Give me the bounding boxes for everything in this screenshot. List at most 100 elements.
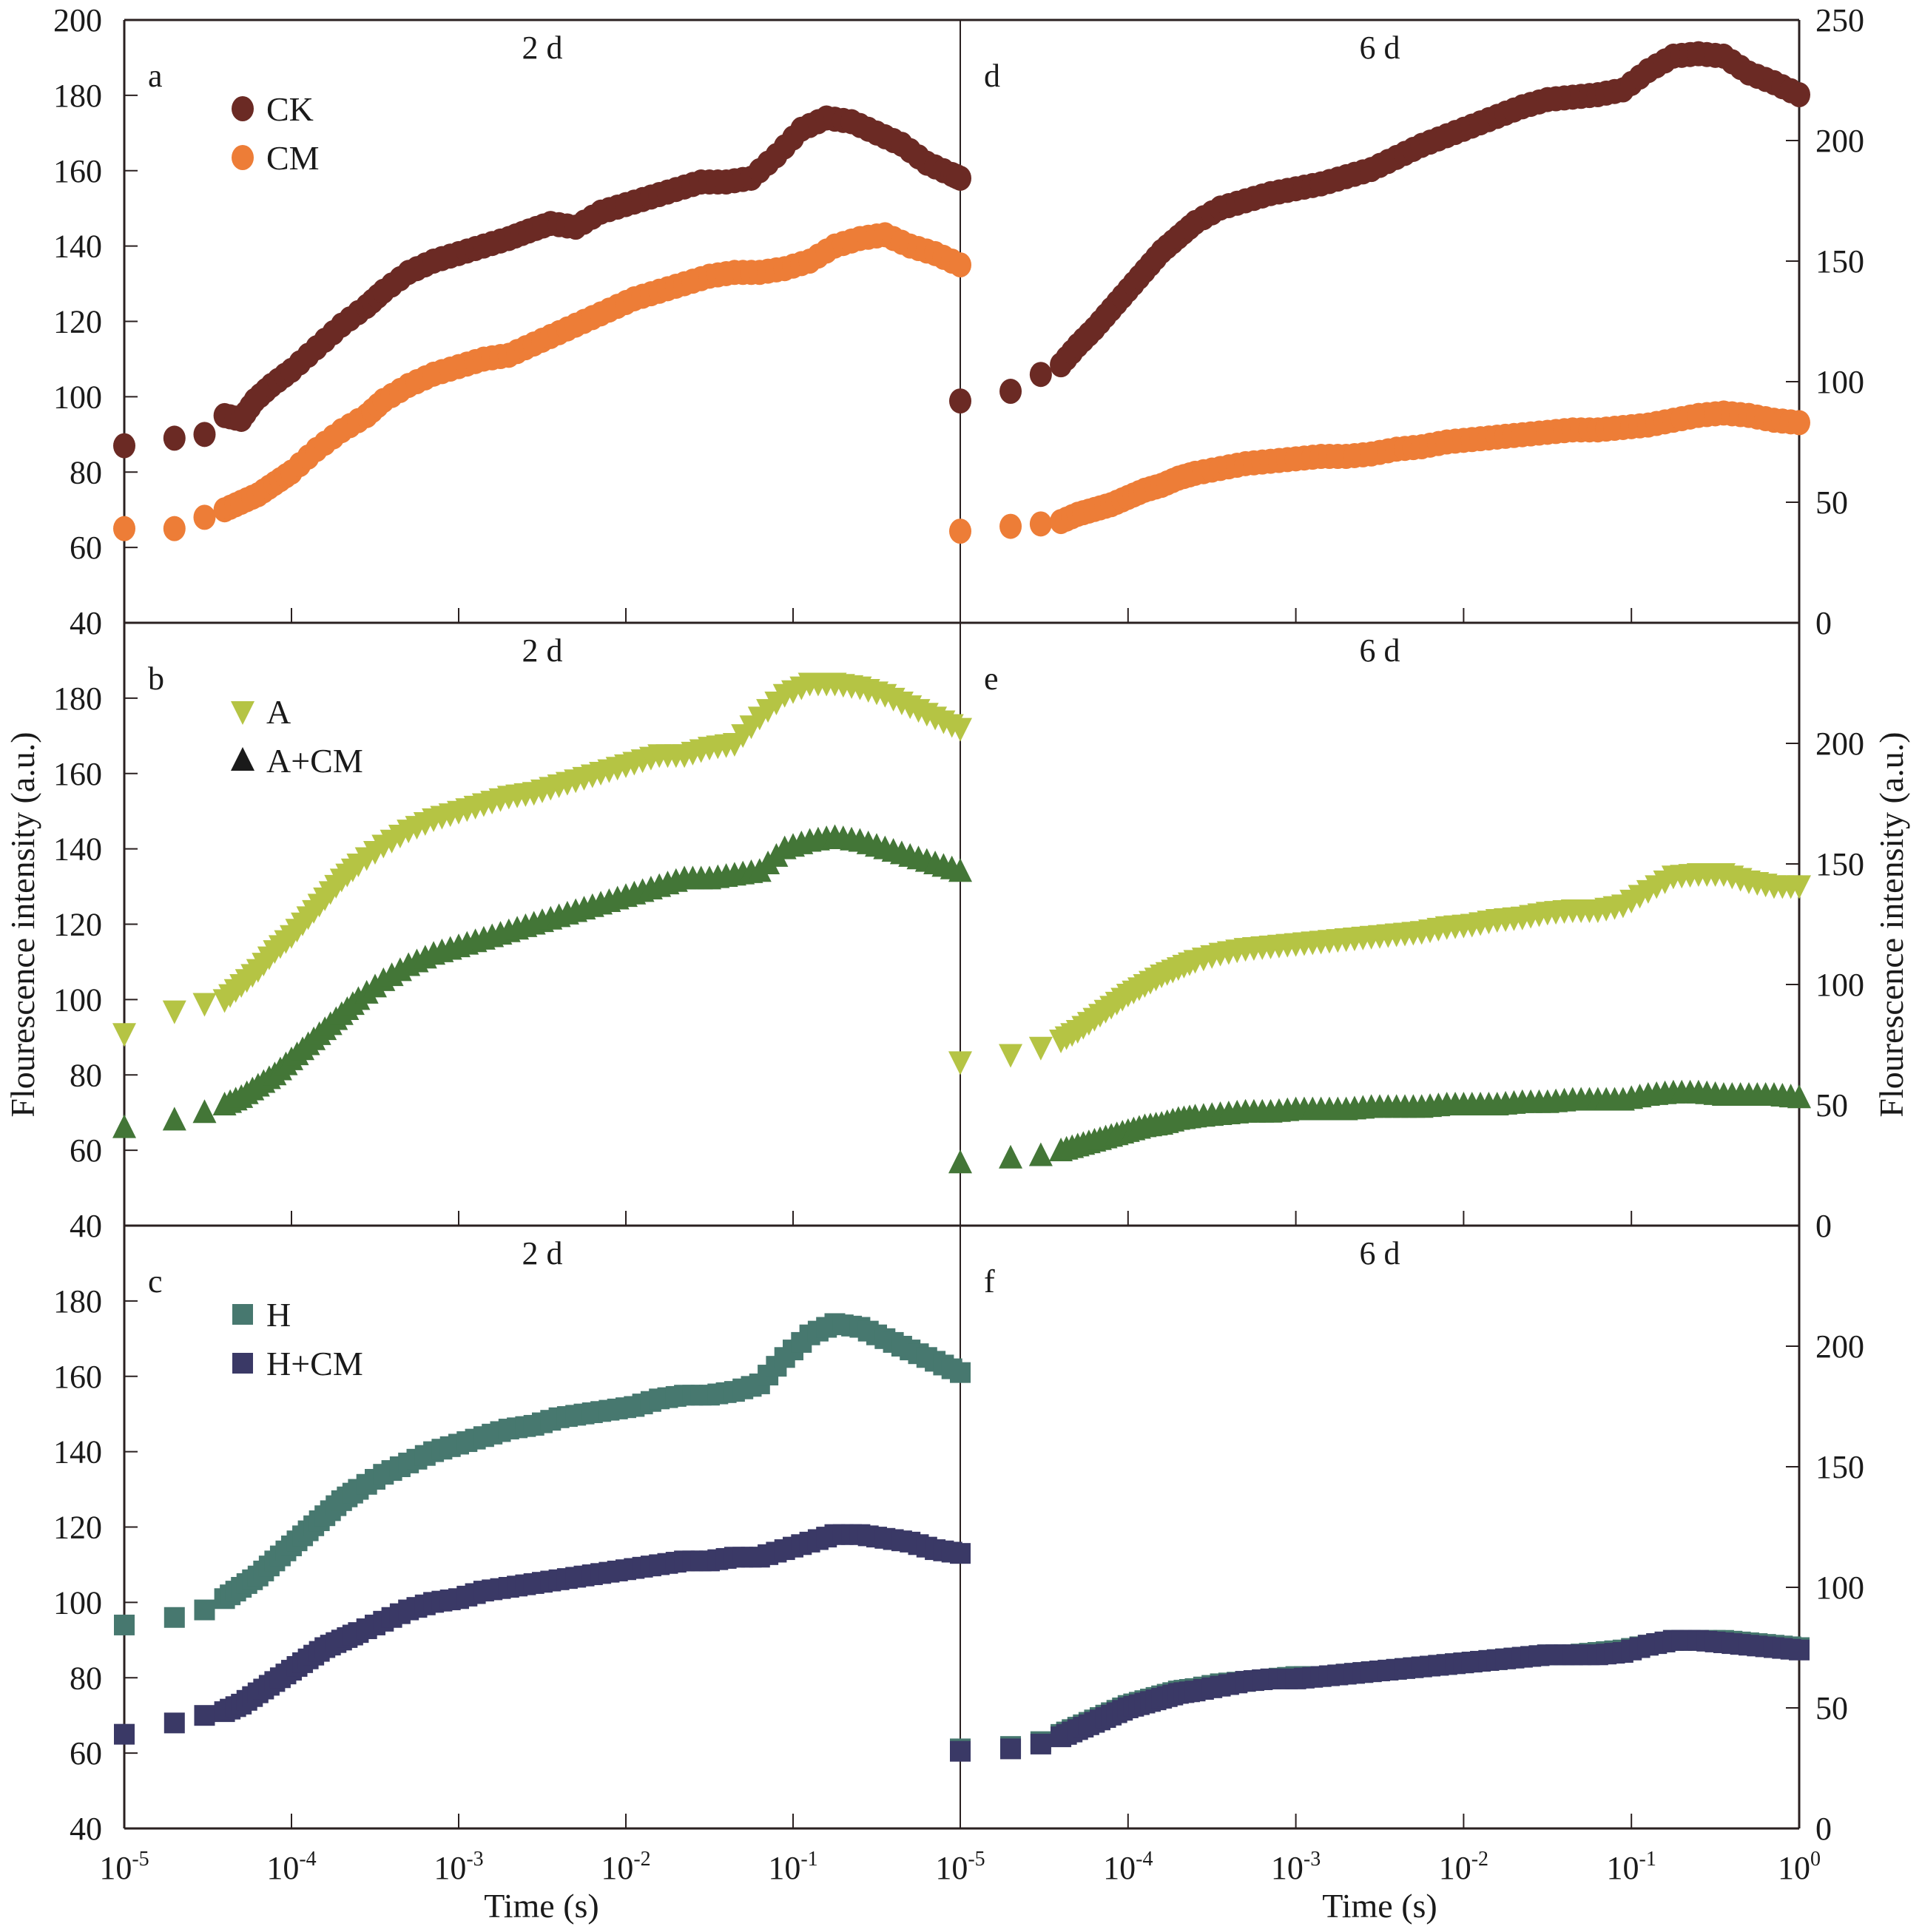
data-point xyxy=(163,516,186,541)
data-point xyxy=(999,1044,1023,1068)
legend-label: A xyxy=(266,693,291,731)
data-point xyxy=(194,1705,215,1726)
data-point xyxy=(192,993,217,1017)
x-axis-title-left: Time (s) xyxy=(484,1887,599,1925)
x-tick-label: 10-2 xyxy=(601,1848,650,1886)
y-tick-label-right: 50 xyxy=(1815,1087,1848,1124)
legend-marker-a xyxy=(231,701,254,725)
x-tick-label: 10-3 xyxy=(434,1848,483,1886)
y-tick-label-left: 60 xyxy=(70,1132,102,1169)
y-tick-label-right: 200 xyxy=(1815,726,1864,762)
data-markers xyxy=(112,41,1811,1762)
data-point xyxy=(950,1543,971,1564)
text-labels: 10-5 10-4 10-3 10-2 10-1 10-5 10-4 10-3 10-2 10-1… xyxy=(53,2,1864,1886)
legend-label: CM xyxy=(266,139,320,177)
data-point xyxy=(114,1723,135,1745)
y-tick-label-left: 100 xyxy=(53,379,102,415)
y-axis-title-right: Flourescence intensity (a.u.) xyxy=(1872,732,1910,1117)
series-a xyxy=(112,672,972,1047)
panel-c xyxy=(114,1313,971,1745)
x-tick-label-base: 10 xyxy=(99,1850,132,1886)
x-tick-label-exponent: -5 xyxy=(132,1848,149,1871)
legend-label: H+CM xyxy=(266,1345,363,1382)
y-tick-label-right: 200 xyxy=(1815,1328,1864,1365)
data-point xyxy=(948,717,972,742)
y-tick-label-left: 200 xyxy=(53,2,102,38)
data-point xyxy=(999,1144,1023,1169)
data-point xyxy=(114,1614,135,1635)
y-tick-label-left: 160 xyxy=(53,153,102,189)
data-point xyxy=(1789,1639,1810,1661)
y-tick-label-left: 120 xyxy=(53,1510,102,1546)
data-point xyxy=(163,425,186,451)
x-tick-label-base: 10 xyxy=(1607,1850,1639,1886)
x-tick-label-base: 10 xyxy=(768,1850,800,1886)
panel-letter-a: a xyxy=(148,58,163,94)
y-tick-label-left: 80 xyxy=(70,454,102,490)
legend-label: CK xyxy=(266,90,314,128)
data-point xyxy=(1029,511,1052,537)
y-tick-label-left: 160 xyxy=(53,756,102,792)
y-tick-label-left: 160 xyxy=(53,1359,102,1395)
y-tick-label-left: 180 xyxy=(53,680,102,717)
data-point xyxy=(950,1740,971,1762)
y-tick-label-right: 150 xyxy=(1815,1449,1864,1485)
series-cm xyxy=(949,400,1810,544)
data-point xyxy=(112,1023,136,1047)
panel-letter-d: d xyxy=(984,58,1000,94)
x-tick-label-exponent: 0 xyxy=(1810,1848,1821,1871)
panel-title-a: 2 d xyxy=(522,30,563,66)
x-tick-label-base: 10 xyxy=(1103,1850,1136,1886)
x-tick-label-base: 10 xyxy=(1271,1850,1304,1886)
data-point xyxy=(1030,1733,1051,1754)
y-tick-label-left: 180 xyxy=(53,78,102,114)
series-a-plus-cm xyxy=(112,824,972,1138)
y-tick-label-left: 180 xyxy=(53,1283,102,1320)
x-tick-label: 10-5 xyxy=(99,1848,149,1886)
y-tick-label-right: 0 xyxy=(1815,1208,1832,1244)
x-tick-label-exponent: -1 xyxy=(1639,1848,1656,1871)
data-point xyxy=(949,388,971,414)
series-h-plus-cm xyxy=(114,1524,971,1745)
data-point xyxy=(162,1000,186,1024)
panel-f xyxy=(950,1629,1810,1762)
y-tick-label-right: 0 xyxy=(1815,1811,1832,1847)
panel-title-c: 2 d xyxy=(522,1235,563,1271)
y-tick-label-left: 40 xyxy=(70,1811,102,1847)
data-point xyxy=(162,1107,186,1131)
x-tick-label: 10-1 xyxy=(1607,1848,1656,1886)
y-tick-label-left: 100 xyxy=(53,1584,102,1621)
data-point xyxy=(193,422,216,447)
x-tick-label-exponent: -3 xyxy=(466,1848,483,1871)
x-tick-label-base: 10 xyxy=(266,1850,299,1886)
data-point xyxy=(113,433,135,459)
data-point xyxy=(999,379,1022,405)
data-point xyxy=(1029,362,1052,388)
legend-marker-h-plus-cm xyxy=(232,1353,253,1374)
series-a-plus-cm xyxy=(948,1079,1811,1174)
legend-marker-cm xyxy=(232,145,254,170)
panel-d xyxy=(949,41,1810,544)
y-tick-label-left: 80 xyxy=(70,1660,102,1696)
x-tick-label-base: 10 xyxy=(935,1850,968,1886)
y-tick-label-left: 120 xyxy=(53,304,102,340)
x-tick-label: 100 xyxy=(1778,1848,1821,1886)
y-tick-label-right: 50 xyxy=(1815,484,1848,521)
x-tick-label-exponent: -2 xyxy=(1471,1848,1488,1871)
data-point xyxy=(163,1712,185,1734)
series-h xyxy=(114,1313,971,1635)
y-tick-label-left: 140 xyxy=(53,831,102,868)
data-point xyxy=(194,1599,215,1621)
y-tick-label-left: 60 xyxy=(70,1735,102,1771)
data-point xyxy=(1787,1084,1811,1109)
panel-b xyxy=(112,672,972,1138)
panel-letter-f: f xyxy=(984,1263,995,1300)
x-tick-label: 10-4 xyxy=(266,1848,316,1886)
x-axis-title-right: Time (s) xyxy=(1322,1887,1437,1925)
data-point xyxy=(113,516,135,541)
y-tick-label-left: 80 xyxy=(70,1057,102,1093)
x-tick-label: 10-4 xyxy=(1103,1848,1153,1886)
data-point xyxy=(1028,1142,1053,1166)
legend-label: H xyxy=(266,1296,291,1334)
x-tick-label-exponent: -4 xyxy=(299,1848,316,1871)
